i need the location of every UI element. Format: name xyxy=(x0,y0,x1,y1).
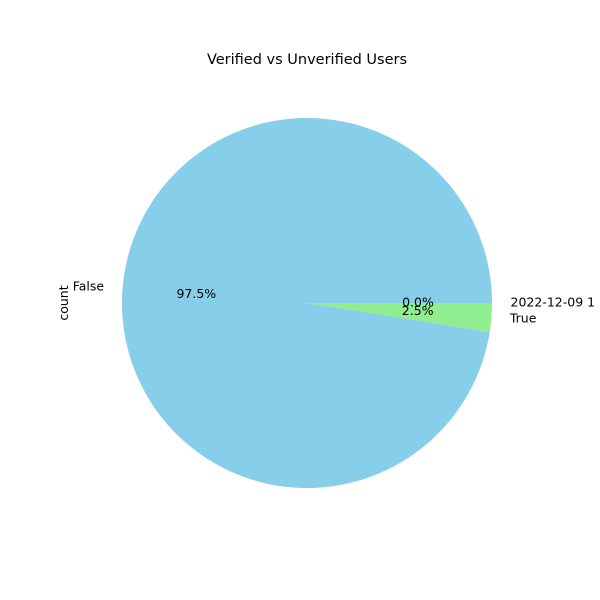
slice-percent-false: 97.5% xyxy=(176,286,216,301)
slice-label-true: True xyxy=(509,310,537,325)
slice-percent-2022-12-09-1: 0.0% xyxy=(402,295,434,310)
y-axis-label: count xyxy=(56,285,71,320)
pie-labels: False 97.5% True 2.5% 2022-12-09 1 0.0% xyxy=(73,279,595,326)
chart-title: Verified vs Unverified Users xyxy=(207,52,407,68)
pie-slice-true xyxy=(307,303,492,332)
slice-label-false: False xyxy=(73,279,105,294)
pie-slices xyxy=(122,117,492,489)
slice-label-2022-12-09-1: 2022-12-09 1 xyxy=(511,295,596,310)
slice-percent-true: 2.5% xyxy=(402,303,434,318)
